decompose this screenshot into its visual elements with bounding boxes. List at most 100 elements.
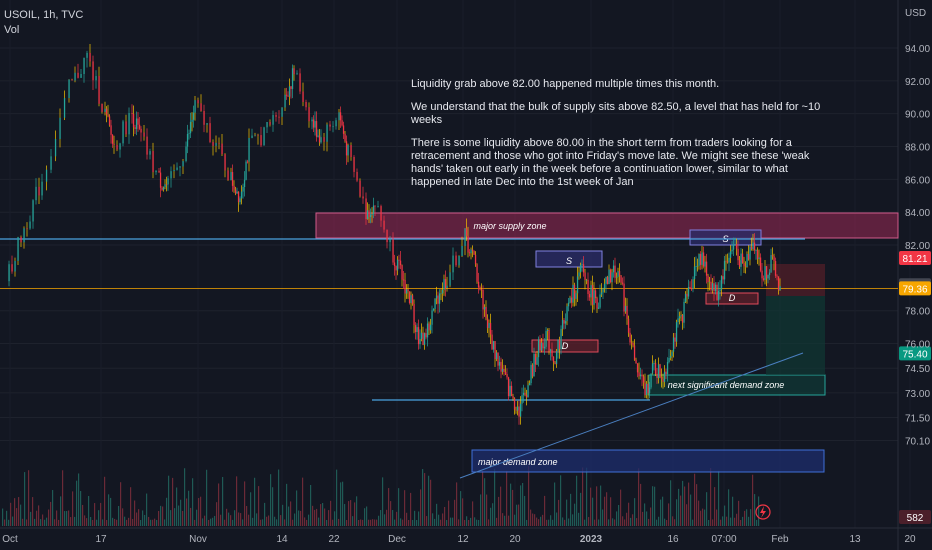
candle-body (563, 319, 565, 324)
volume-bar (250, 492, 252, 526)
candle-body (527, 385, 529, 398)
candle-body (747, 253, 750, 260)
volume-bar (610, 497, 612, 526)
volume-bar (70, 517, 72, 526)
candle-body (620, 275, 622, 283)
candle-body (746, 253, 748, 268)
volume-bar (156, 519, 158, 526)
volume-bar (448, 500, 450, 526)
candle-body (323, 137, 325, 142)
demand-box-label: D (562, 341, 569, 351)
candle-body (338, 112, 340, 121)
candle-body (755, 250, 757, 251)
stop-loss-area (766, 264, 825, 296)
candle-body (374, 205, 376, 207)
candle-body (224, 154, 226, 171)
volume-bar (444, 506, 446, 526)
candle-body (35, 186, 37, 201)
volume-bar (24, 472, 26, 526)
candle-body (125, 121, 127, 135)
candle-body (711, 283, 714, 291)
candle-body (675, 322, 678, 342)
volume-bar (692, 519, 694, 526)
candle-body (161, 187, 163, 190)
major-demand-zone-label: major demand zone (478, 457, 558, 467)
candle-body (576, 276, 579, 294)
volume-bar (390, 501, 392, 526)
candle-body (678, 316, 681, 319)
candle-body (767, 275, 769, 279)
volume-bar (286, 483, 288, 526)
candle-body (402, 279, 405, 281)
candle-body (419, 338, 421, 345)
volume-bar (246, 506, 248, 526)
trend-line (459, 352, 804, 479)
volume-bar (538, 519, 540, 526)
volume-bar (344, 504, 346, 526)
volume-bar (264, 502, 266, 526)
volume-bar (394, 519, 396, 526)
volume-bar (556, 512, 558, 526)
time-tick-label: 14 (276, 534, 288, 545)
volume-bar (8, 519, 10, 526)
candle-body (669, 356, 672, 358)
candle-body (743, 263, 745, 267)
volume-bar (178, 505, 180, 526)
volume-bar (90, 516, 92, 526)
volume-bar (158, 510, 160, 526)
candle-body (761, 270, 763, 279)
candle-body (290, 86, 292, 89)
candle-body (377, 206, 379, 207)
candle-body (380, 206, 382, 221)
candle-body (738, 260, 741, 267)
volume-bar (364, 508, 366, 526)
candle-body (194, 100, 196, 113)
candle-body (584, 272, 586, 280)
volume-bar (680, 495, 682, 526)
volume-bar (310, 484, 312, 526)
volume-bar (410, 492, 412, 526)
candle-body (627, 318, 630, 333)
candle-body (504, 372, 507, 375)
candle-body (461, 245, 463, 256)
candle-body (470, 249, 472, 254)
volume-bar (532, 513, 534, 526)
demand-box-label: D (729, 293, 736, 303)
candle-body (737, 248, 739, 261)
volume-bar (76, 480, 78, 526)
volume-bar (438, 514, 440, 526)
candle-body (648, 387, 651, 394)
volume-bar (116, 519, 118, 526)
candle-body (549, 349, 552, 351)
candle-body (692, 279, 694, 289)
volume-bar (598, 519, 600, 526)
volume-bar (208, 519, 210, 526)
candle-body (521, 395, 523, 404)
price-tick-label: 70.10 (905, 436, 930, 447)
candle-body (416, 327, 418, 333)
time-tick-label: 07:00 (711, 534, 736, 545)
volume-bar (148, 516, 150, 526)
candle-body (497, 352, 499, 366)
candle-body (395, 266, 397, 271)
candle-body (593, 290, 595, 305)
candle-body (683, 301, 685, 323)
volume-bar (592, 497, 594, 526)
volume-bar (206, 469, 208, 526)
volume-bar (132, 518, 134, 526)
volume-bar (756, 519, 758, 526)
candle-body (552, 356, 555, 363)
candle-body (681, 315, 684, 323)
volume-bar (576, 475, 578, 526)
volume-bar (146, 493, 148, 526)
candle-body (474, 254, 477, 265)
volume-bar (714, 487, 716, 526)
volume-bar (190, 507, 192, 526)
candle-body (651, 363, 654, 374)
volume-bar (266, 516, 268, 526)
candle-body (663, 371, 666, 382)
volume-bar (400, 518, 402, 526)
volume-bar (292, 519, 294, 526)
candle-body (626, 305, 628, 319)
